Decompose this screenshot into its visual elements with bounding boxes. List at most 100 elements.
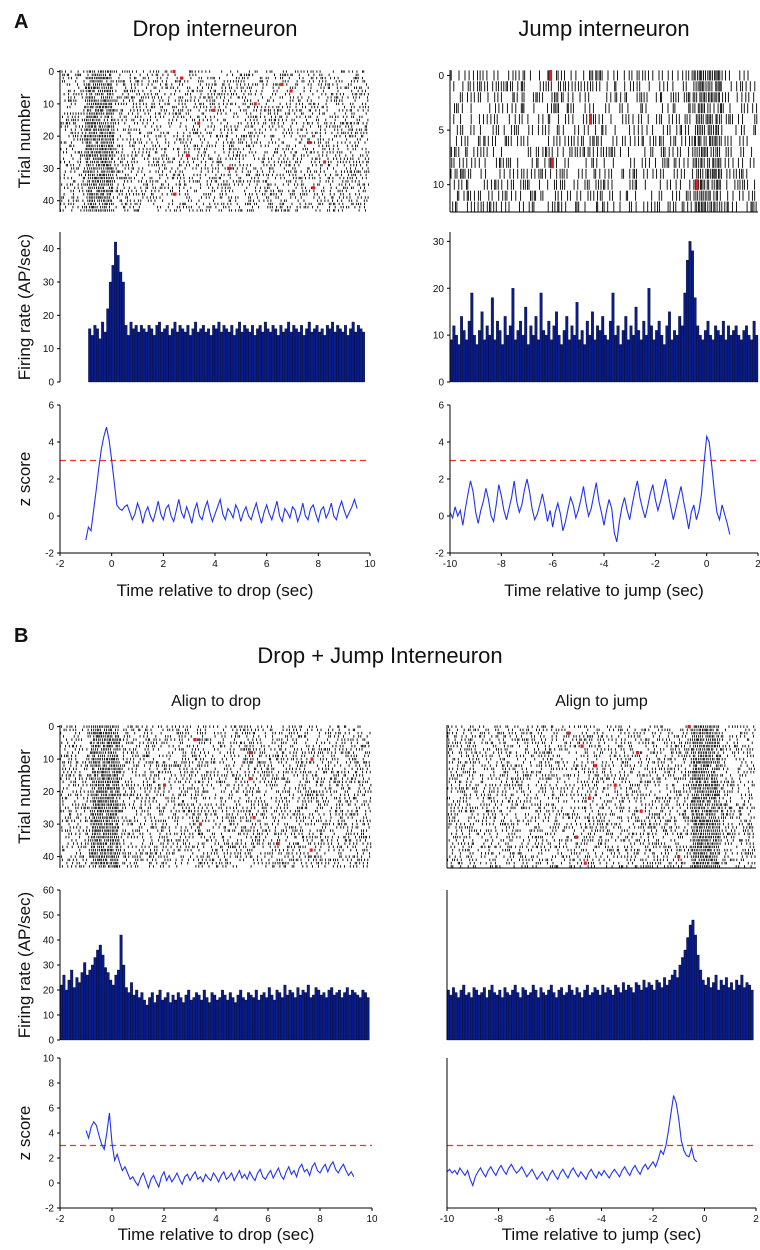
histogram-bar — [187, 989, 191, 1041]
histogram-bar — [663, 977, 667, 1041]
histogram-bar — [293, 997, 297, 1041]
histogram-bar — [732, 989, 736, 1041]
raster-event-marker — [583, 861, 587, 865]
raster-ytick-label: 0 — [48, 722, 54, 733]
histogram-bar — [101, 321, 105, 383]
z-ytick-label: 0 — [48, 1179, 54, 1190]
histogram-bar — [124, 987, 128, 1041]
z-ytick-label: 2 — [48, 475, 54, 486]
histogram-bar — [699, 969, 703, 1041]
histogram-bar — [284, 328, 288, 383]
histogram-bar — [338, 989, 341, 1041]
histogram-bar — [580, 997, 584, 1041]
histogram-bar — [161, 999, 165, 1041]
histogram-bar — [457, 997, 461, 1041]
histogram-bar — [496, 320, 499, 383]
histogram-bar — [748, 984, 752, 1041]
histogram-bar — [750, 989, 754, 1041]
histogram-bar — [327, 989, 331, 1041]
histogram-bar — [302, 335, 306, 383]
histogram-bar — [253, 335, 257, 383]
histogram-bar — [294, 328, 298, 383]
z-xlabel: Time relative to drop (sec) — [117, 581, 314, 600]
raster-ylabel: Trial number — [15, 749, 34, 844]
raster-event-marker — [594, 764, 598, 768]
raster-event-marker — [280, 82, 284, 87]
raster-ytick-label: 40 — [43, 196, 55, 207]
panel-label-b: B — [14, 625, 28, 647]
histogram-bar — [204, 331, 208, 383]
histogram-bar — [560, 344, 564, 383]
histogram-bar — [459, 989, 463, 1041]
histogram-bar — [80, 972, 84, 1041]
histogram-bar — [730, 982, 733, 1041]
histogram-bar — [148, 997, 152, 1041]
histogram-bar — [621, 330, 625, 383]
histogram-bar — [119, 934, 123, 1041]
histogram-bar — [462, 984, 466, 1041]
histogram-bar — [547, 320, 551, 383]
histogram-bar — [603, 334, 607, 383]
raster-event-marker — [198, 822, 202, 826]
z-xtick-label: 8 — [317, 1214, 323, 1225]
histogram-bar — [462, 330, 466, 383]
histogram-bar — [197, 994, 201, 1041]
histogram-bar — [215, 999, 219, 1041]
histogram-bar — [261, 331, 265, 383]
raster-ytick-label: 0 — [48, 67, 54, 78]
histogram-bar — [236, 994, 240, 1041]
histogram-bar — [716, 330, 720, 383]
z-xtick-label: -6 — [546, 1214, 555, 1225]
chart-title: Drop interneuron — [132, 16, 297, 41]
raster-event-marker — [253, 102, 257, 106]
histogram-bar — [498, 989, 502, 1041]
raster-event-marker — [186, 153, 189, 158]
histogram-bar — [549, 984, 553, 1041]
histogram-bar — [686, 937, 690, 1041]
histogram-bar — [557, 989, 561, 1041]
histogram-bar — [62, 974, 66, 1041]
raster-event-marker — [252, 816, 256, 820]
histogram-bar — [239, 989, 243, 1041]
histogram-bar — [500, 997, 504, 1041]
histogram-bar — [150, 992, 154, 1041]
histogram-bar — [478, 330, 481, 383]
histogram-bar — [310, 331, 314, 383]
histogram-bar — [452, 325, 456, 383]
histogram-bar — [485, 325, 489, 383]
histogram-bar — [176, 331, 179, 383]
histogram-bar — [214, 328, 218, 383]
histogram-bar — [675, 334, 679, 383]
histogram-bar — [562, 994, 566, 1041]
histogram-bar — [529, 992, 533, 1041]
histogram-bar — [727, 987, 731, 1041]
histogram-bar — [652, 989, 656, 1041]
histogram-bar — [490, 984, 494, 1041]
histogram-bar — [524, 989, 527, 1041]
histogram-bar — [449, 994, 453, 1041]
histogram-bar — [729, 334, 733, 383]
histogram-bar — [243, 325, 247, 383]
histogram-bar — [158, 989, 162, 1041]
histogram-bar — [252, 997, 256, 1041]
histogram-bar — [163, 997, 167, 1041]
histogram-bar — [650, 325, 653, 383]
histogram-bar — [745, 325, 748, 383]
histogram-ylabel: Firing rate (AP/sec) — [15, 892, 34, 1038]
raster-event-marker — [695, 179, 699, 191]
histogram-bar — [451, 987, 455, 1041]
histogram-bar — [529, 325, 533, 383]
histogram-bar — [503, 987, 507, 1041]
histogram-bar — [289, 331, 293, 383]
histogram-bar — [555, 311, 558, 383]
raster-ytick-label: 20 — [43, 132, 55, 143]
histogram-bar — [145, 1004, 149, 1041]
chart-subtitle: Align to drop — [171, 693, 261, 710]
histogram-bar — [320, 328, 324, 383]
histogram-bar — [557, 334, 561, 383]
histogram-bar — [660, 334, 664, 383]
raster-ytick-label: 30 — [43, 164, 55, 175]
histogram-bar — [351, 321, 355, 383]
histogram-bar — [186, 325, 190, 383]
histogram-bar — [145, 331, 148, 383]
